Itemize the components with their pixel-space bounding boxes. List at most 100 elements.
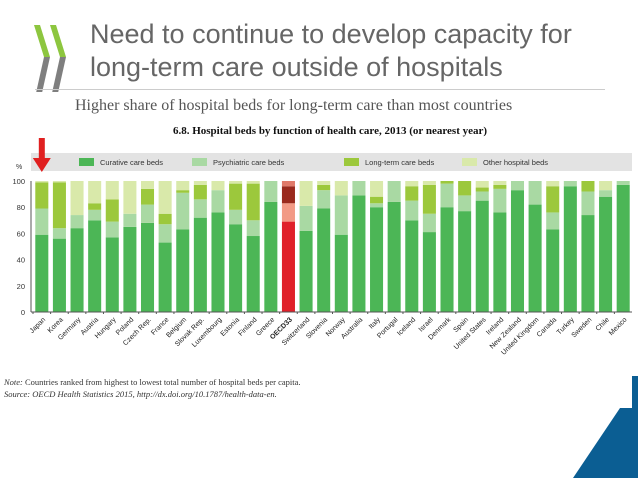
bar-segment-1 (334, 195, 348, 235)
bar-segment-1 (246, 220, 260, 237)
bar-segment-3 (70, 181, 84, 216)
logo-chevron-gray-left (36, 57, 50, 92)
legend-label: Other hospital beds (483, 158, 548, 167)
bar-segment-3 (281, 181, 295, 187)
x-tick-label: United States (453, 316, 488, 351)
note-label: Note: (4, 377, 23, 387)
bar-segment-0 (264, 201, 278, 312)
bar-segment-3 (52, 181, 66, 183)
bar-segment-3 (334, 181, 348, 196)
bar-segment-1 (105, 221, 119, 238)
legend-label: Long-term care beds (365, 158, 434, 167)
bar-segment-3 (211, 181, 225, 191)
bar-segment-0 (193, 217, 207, 312)
bar-estonia (229, 181, 243, 312)
bar-segment-1 (193, 199, 207, 218)
note-text: Countries ranked from highest to lowest … (25, 377, 301, 387)
bar-segment-2 (458, 181, 472, 196)
bar-segment-3 (299, 181, 313, 206)
bar-segment-3 (229, 181, 243, 184)
slide-title: Need to continue to develop capacity for… (90, 18, 572, 84)
bar-segment-0 (52, 238, 66, 312)
bar-segment-1 (458, 195, 472, 212)
bar-slovak-rep- (193, 181, 207, 312)
bar-segment-3 (493, 181, 507, 185)
bar-segment-1 (35, 208, 49, 235)
bar-switzerland (299, 181, 313, 312)
bar-segment-0 (158, 242, 172, 312)
bar-segment-2 (317, 184, 331, 191)
bar-segment-1 (475, 191, 489, 201)
bar-segment-3 (422, 181, 436, 185)
bar-segment-0 (616, 184, 630, 312)
y-tick-label: 0 (21, 308, 25, 317)
x-tick-label: Iceland (396, 316, 417, 337)
bar-austria (88, 181, 102, 312)
bar-norway (334, 181, 348, 312)
bar-segment-2 (158, 213, 172, 225)
bar-segment-2 (546, 186, 560, 213)
bar-segment-0 (475, 200, 489, 312)
bar-segment-0 (528, 204, 542, 312)
slide-title-line1: Need to continue to develop capacity for (90, 19, 572, 49)
bar-segment-2 (193, 184, 207, 200)
bar-segment-2 (35, 182, 49, 209)
bar-segment-0 (510, 190, 525, 312)
bar-segment-0 (599, 196, 613, 312)
chart-notes: Note: Countries ranked from highest to l… (4, 376, 301, 400)
bar-segment-1 (264, 181, 278, 202)
bar-sweden (581, 181, 595, 312)
bar-segment-3 (317, 181, 331, 185)
y-axis-label: % (16, 164, 22, 171)
bar-segment-0 (246, 236, 260, 312)
bar-segment-0 (370, 207, 384, 312)
bar-segment-3 (35, 181, 49, 183)
bar-segment-2 (229, 183, 243, 210)
bar-united-kingdom (528, 181, 542, 312)
bar-segment-2 (281, 186, 295, 204)
bar-segment-3 (158, 181, 172, 214)
bar-segment-1 (229, 209, 243, 225)
bar-iceland (405, 181, 419, 312)
bar-segment-0 (281, 221, 295, 312)
bars (35, 181, 630, 312)
x-axis: Japan KoreaGermanyAustriaHungaryPolandCze… (29, 311, 632, 357)
bar-segment-0 (88, 220, 102, 312)
bar-segment-0 (211, 212, 225, 312)
bar-segment-0 (334, 234, 348, 312)
bar-turkey (563, 181, 577, 312)
legend-band (31, 153, 632, 171)
y-tick-label: 80 (17, 203, 25, 212)
bar-segment-0 (70, 228, 84, 312)
bar-segment-3 (105, 181, 119, 200)
bar-segment-2 (52, 182, 66, 229)
bar-israel (422, 181, 436, 312)
bar-segment-3 (123, 181, 137, 214)
bar-segment-2 (176, 190, 190, 193)
bar-segment-1 (299, 205, 313, 231)
legend-swatch (344, 158, 359, 166)
y-tick-label: 20 (17, 282, 25, 291)
bar-segment-0 (176, 229, 190, 312)
bar-germany (70, 181, 84, 312)
bar-segment-0 (422, 232, 436, 312)
logo-chevron-green-left (34, 25, 50, 57)
highlight-arrow-icon (32, 138, 51, 172)
source-text: OECD Health Statistics 2015, http://dx.d… (32, 389, 277, 399)
bar-australia (352, 181, 366, 312)
bar-japan (35, 181, 49, 312)
legend-swatch (79, 158, 94, 166)
bar-segment-3 (246, 181, 260, 184)
bar-segment-0 (123, 226, 137, 312)
bar-slovenia (317, 181, 331, 312)
x-tick-label: Mexico (608, 316, 629, 337)
bar-segment-3 (405, 181, 419, 187)
bar-segment-1 (440, 183, 454, 208)
legend-swatch (462, 158, 477, 166)
bar-segment-3 (370, 181, 384, 197)
bar-segment-1 (176, 192, 190, 230)
note-line: Note: Countries ranked from highest to l… (4, 376, 301, 388)
y-tick-label: 100 (12, 177, 25, 186)
bar-segment-1 (352, 181, 366, 196)
y-tick-label: 40 (17, 256, 25, 265)
